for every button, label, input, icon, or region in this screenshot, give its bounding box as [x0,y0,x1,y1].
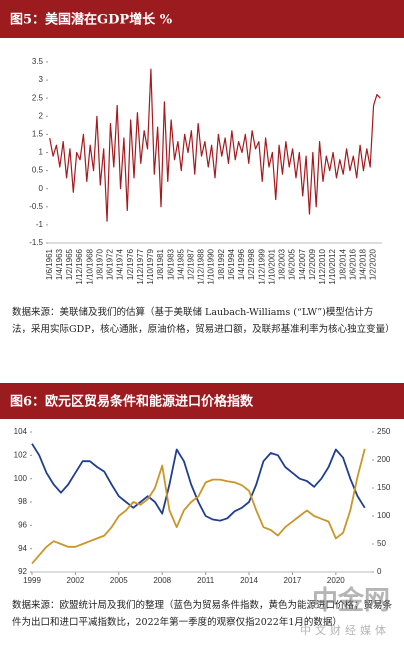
y-tick-label: 3 [39,75,44,84]
source-note: 数据来源：欧盟统计局及我们的整理（蓝色为贸易条件指数，黄色为能源进口价格；贸易条… [12,600,393,628]
x-tick-label: 1/2/1965 [65,248,74,280]
x-tick-label: 1/2/2020 [369,248,378,280]
y-tick-label: 2.5 [32,93,44,102]
x-tick-label: 1/10/2012 [328,248,337,284]
x-tick-label: 2014 [240,576,258,585]
x-tick-label: 1/6/1983 [166,248,175,280]
x-tick-label: 1/6/2005 [288,248,297,280]
x-tick-label: 2020 [327,576,345,585]
header-bar [0,0,404,38]
x-tick-label: 1/12/2010 [318,248,327,284]
y-tick-label: -0.5 [29,202,43,211]
y2-tick-label: 250 [377,427,391,436]
x-tick-label: 2017 [284,576,302,585]
y2-tick-label: 150 [377,483,391,492]
chart-title: 图6：欧元区贸易条件和能源进口价格指数 [10,394,254,410]
x-tick-label: 1/10/1968 [85,248,94,284]
x-tick-label: 2002 [67,576,85,585]
series-line [31,448,366,565]
x-tick-label: 1/6/1994 [227,248,236,280]
y-tick-label: 104 [14,427,28,436]
y-tick-label: 92 [18,567,27,576]
y-tick-label: 1 [39,148,44,157]
series-line [49,68,381,222]
y-tick-label: 3.5 [32,57,44,66]
y2-tick-label: 50 [377,539,386,548]
x-tick-label: 1999 [23,576,41,585]
y-tick-label: 102 [14,450,28,459]
x-tick-label: 1/2/1998 [247,248,256,280]
x-tick-label: 1/4/1963 [55,248,64,280]
y-tick-label: 100 [14,474,28,483]
y2-tick-label: 200 [377,455,391,464]
x-tick-label: 1/4/1974 [116,248,125,280]
y-tick-label: 1.5 [32,130,44,139]
x-tick-label: 1/4/1996 [237,248,246,280]
y-tick-label: -1 [36,220,44,229]
x-tick-label: 1/10/1990 [207,248,216,284]
y-tick-label: 94 [18,544,27,553]
x-tick-label: 1/2/2009 [308,248,317,280]
x-tick-label: 2011 [197,576,215,585]
x-tick-label: 2008 [153,576,171,585]
y-tick-label: 0.5 [32,166,44,175]
x-tick-label: 1/2/1987 [186,248,195,280]
x-tick-label: 1/12/1977 [136,248,145,284]
x-tick-label: 1/12/1988 [197,248,206,284]
x-tick-label: 2005 [110,576,128,585]
x-tick-label: 1/6/1972 [106,248,115,280]
x-tick-label: 1/4/2018 [359,248,368,280]
y-tick-label: 2 [39,111,44,120]
source-note: 数据来源：美联储及我们的估算（基于美联储 Laubach-Williams (“… [12,307,395,335]
series-line [31,443,366,522]
chart-title: 图5：美国潜在GDP增长 % [10,12,173,28]
x-tick-label: 1/8/1992 [217,248,226,280]
y-tick-label: -1.5 [29,238,43,247]
x-tick-label: 1/2/1976 [126,248,135,280]
x-tick-label: 1/8/1981 [156,248,165,280]
x-tick-label: 1/12/1966 [75,248,84,284]
x-tick-label: 1/6/2016 [348,248,357,280]
x-tick-label: 1/10/1979 [146,248,155,284]
y-tick-label: 0 [39,184,44,193]
x-tick-label: 1/10/2001 [267,248,276,284]
x-tick-label: 1/4/2007 [298,248,307,280]
x-tick-label: 1/8/2003 [278,248,287,280]
x-tick-label: 1/4/1985 [176,248,185,280]
x-tick-label: 1/8/1970 [95,248,104,280]
x-tick-label: 1/12/1999 [257,248,266,284]
watermark: 中金网 [311,586,390,616]
header-bar [0,383,404,419]
y2-tick-label: 100 [377,511,391,520]
y2-tick-label: 0 [377,567,382,576]
watermark-tagline: 中文财经媒体 [300,624,390,637]
y-tick-label: 96 [18,520,27,529]
x-tick-label: 1/8/2014 [338,248,347,280]
x-tick-label: 1/6/1961 [45,248,54,280]
y-tick-label: 98 [18,497,27,506]
